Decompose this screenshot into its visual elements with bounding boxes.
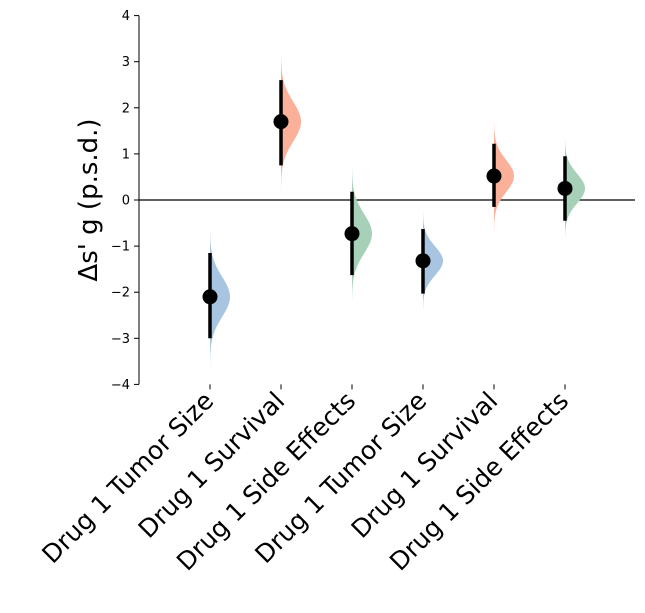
point-estimate xyxy=(273,114,289,130)
point-estimate xyxy=(344,226,360,242)
y-tick-label: −1 xyxy=(111,240,130,255)
distribution-violin xyxy=(494,119,514,233)
distribution-violin xyxy=(565,137,585,242)
point-estimate xyxy=(557,180,573,196)
distribution-violin xyxy=(352,163,372,302)
y-tick-label: 4 xyxy=(122,9,130,24)
y-axis-label: Δs' g (p.s.d.) xyxy=(74,118,104,281)
y-tick-label: −2 xyxy=(111,286,130,301)
point-estimate xyxy=(415,253,431,269)
y-tick-label: 0 xyxy=(122,194,130,209)
y-tick-label: 1 xyxy=(122,147,130,162)
y-tick-label: 3 xyxy=(122,55,130,70)
y-tick-label: −3 xyxy=(111,332,130,347)
distribution-violin xyxy=(423,209,443,311)
point-estimate xyxy=(486,168,502,184)
distribution-violin xyxy=(210,229,230,371)
y-tick-label: 2 xyxy=(122,101,130,116)
y-tick-label: −4 xyxy=(111,378,130,393)
plot-area xyxy=(139,52,635,371)
distribution-violin xyxy=(281,52,301,194)
y-axis: −4 −3 −2 −1 0 1 2 3 4 xyxy=(111,9,140,393)
point-estimate xyxy=(202,289,218,305)
